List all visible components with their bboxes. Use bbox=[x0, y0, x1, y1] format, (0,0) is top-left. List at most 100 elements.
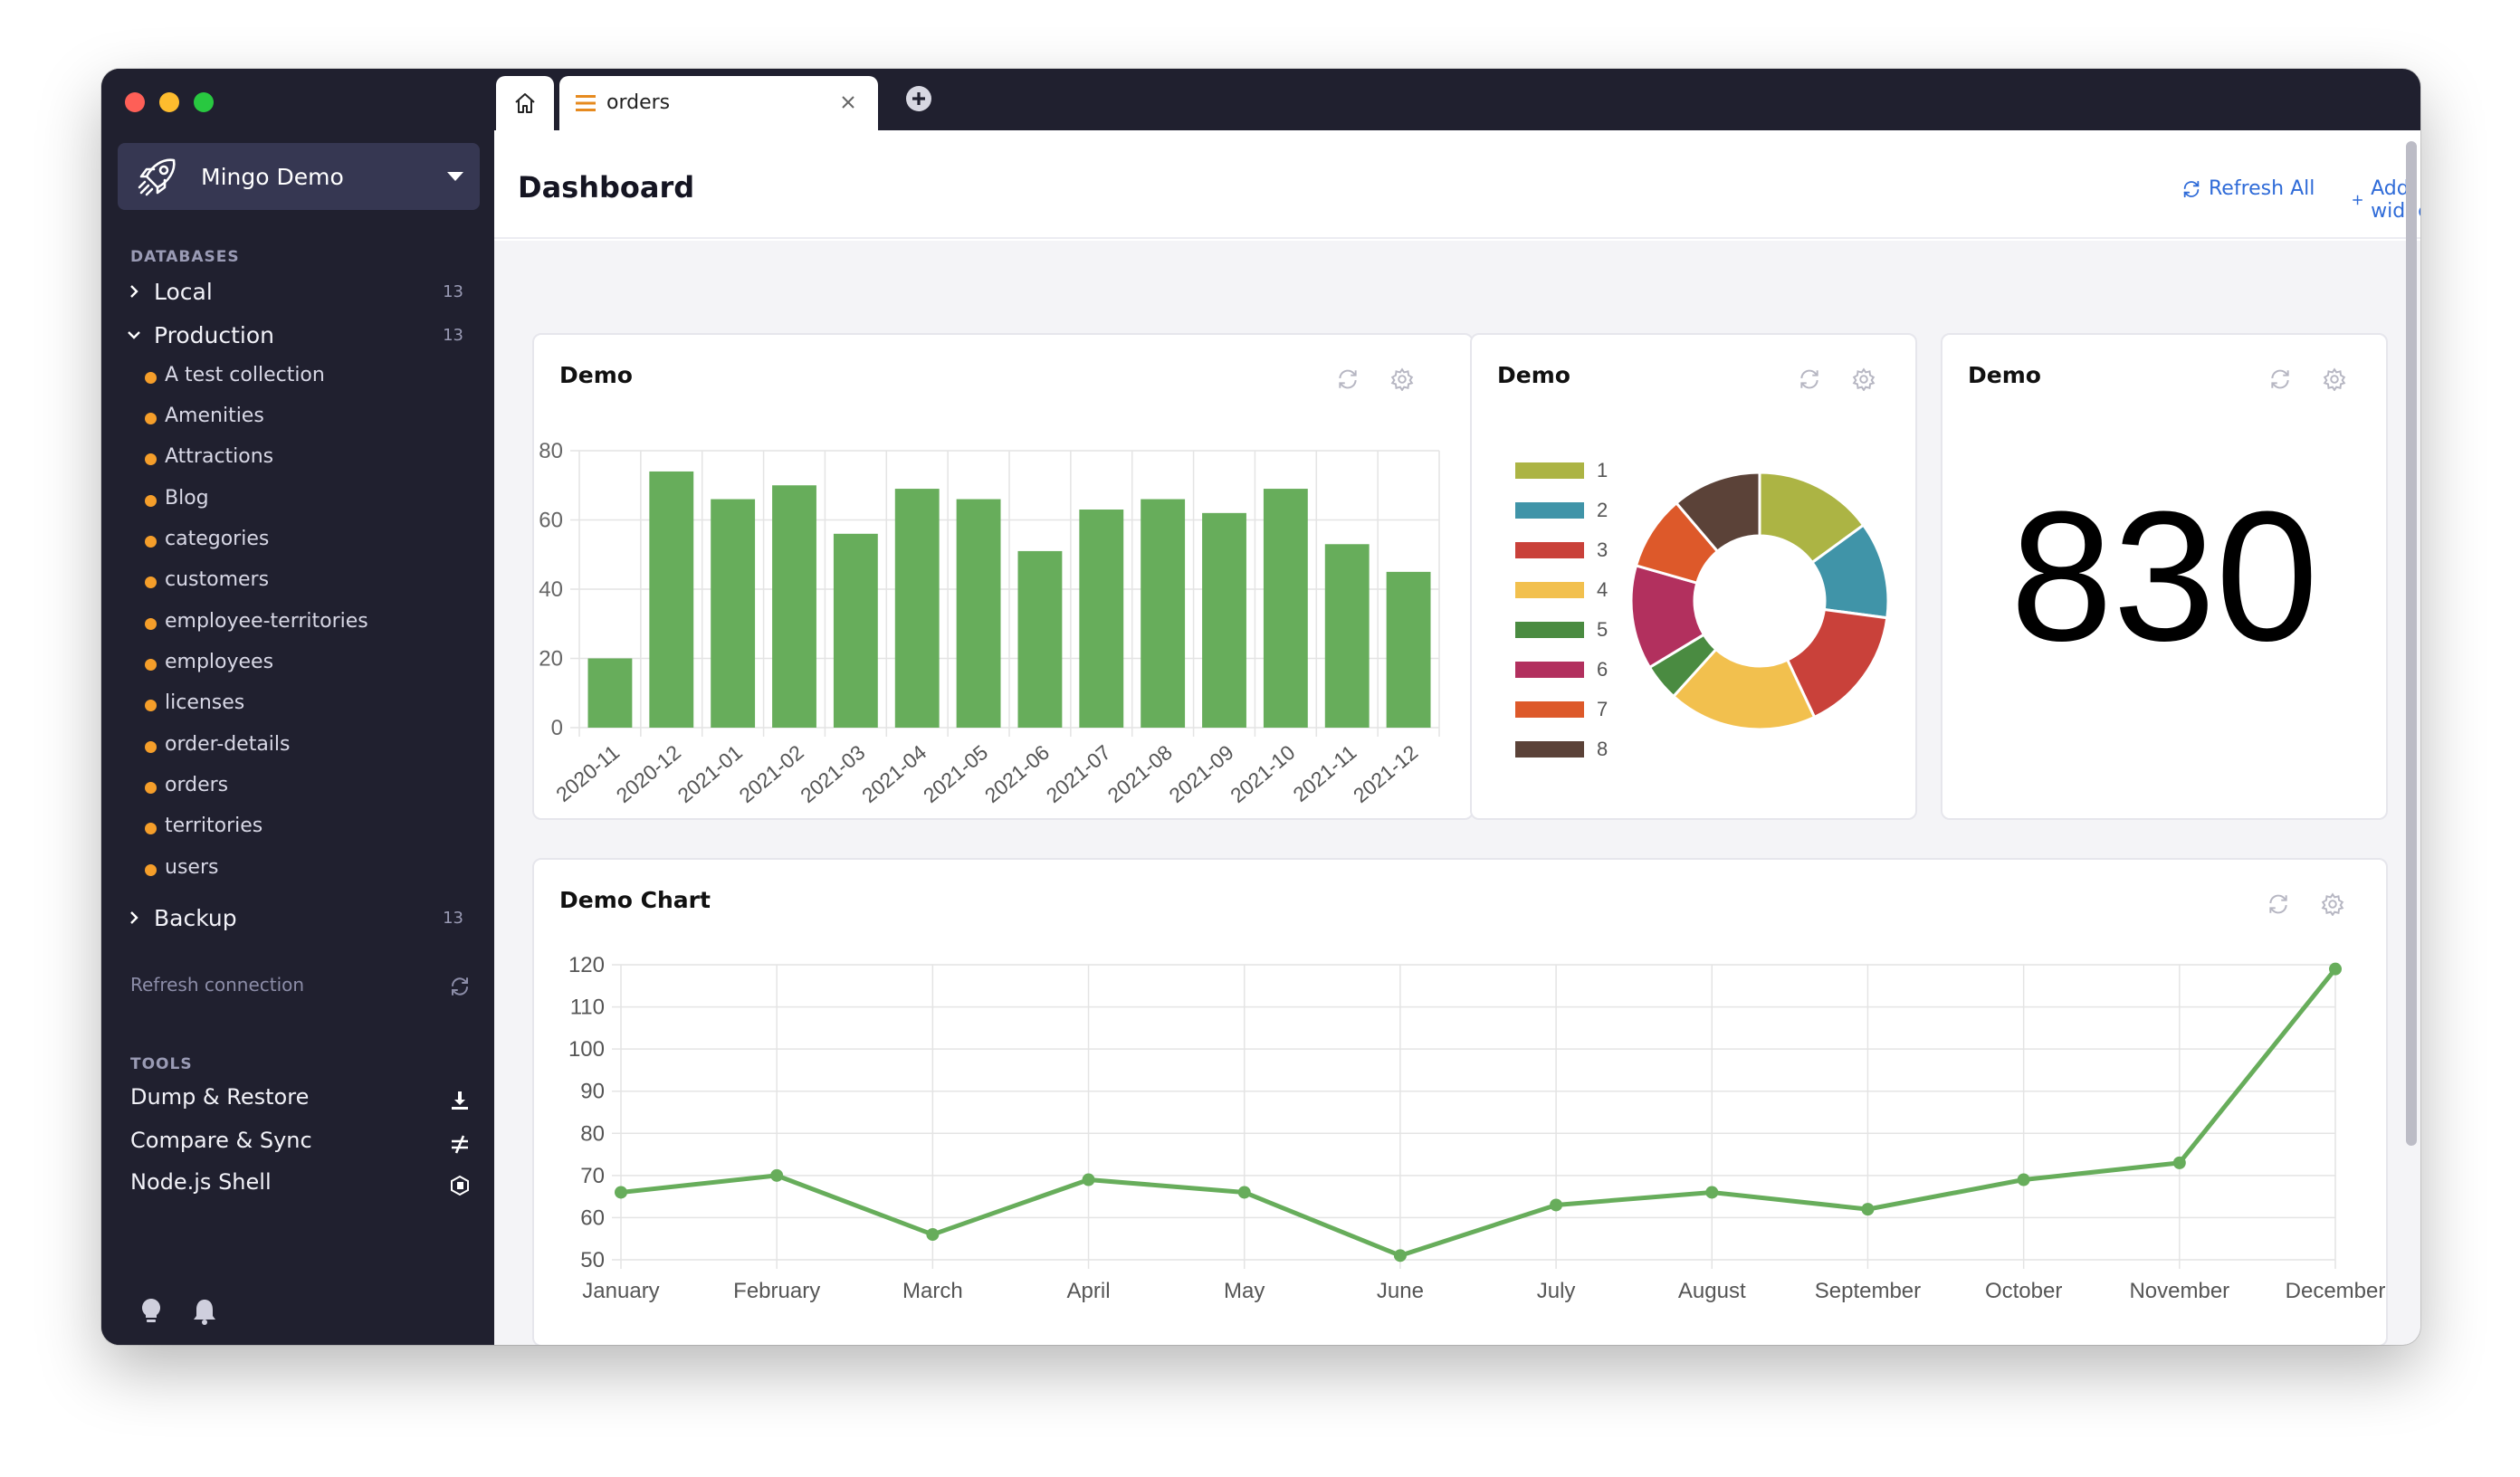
tool-dump-restore[interactable]: Dump & Restore bbox=[130, 1084, 471, 1120]
collection-item[interactable]: customers bbox=[101, 563, 494, 599]
collection-item[interactable]: users bbox=[101, 851, 494, 887]
bar bbox=[1202, 512, 1246, 728]
y-tick-label: 70 bbox=[580, 1164, 605, 1188]
database-item-backup[interactable]: Backup 13 bbox=[101, 900, 494, 936]
x-tick-label: October bbox=[1985, 1279, 2062, 1303]
collection-item[interactable]: employees bbox=[101, 645, 494, 681]
collection-label: employee-territories bbox=[165, 610, 368, 633]
data-point bbox=[1861, 1203, 1875, 1216]
minimize-window-button[interactable] bbox=[159, 92, 179, 112]
collection-item[interactable]: A test collection bbox=[101, 358, 494, 395]
y-tick-label: 100 bbox=[568, 1037, 605, 1062]
collection-item[interactable]: categories bbox=[101, 522, 494, 558]
collection-item[interactable]: licenses bbox=[101, 686, 494, 722]
legend-item[interactable]: 4 bbox=[1515, 570, 1608, 610]
refresh-icon[interactable] bbox=[2268, 367, 2292, 391]
refresh-connection-button[interactable]: Refresh connection bbox=[130, 974, 471, 1006]
legend-item[interactable]: 8 bbox=[1515, 729, 1608, 769]
data-point bbox=[1082, 1173, 1095, 1186]
series-line bbox=[620, 967, 2337, 1258]
collection-count: 13 bbox=[443, 281, 463, 301]
gear-icon[interactable] bbox=[2323, 367, 2346, 391]
collection-item[interactable]: order-details bbox=[101, 728, 494, 764]
collection-item[interactable]: Blog bbox=[101, 481, 494, 518]
legend-item[interactable]: 5 bbox=[1515, 610, 1608, 650]
collection-item[interactable]: employee-territories bbox=[101, 605, 494, 641]
refresh-icon[interactable] bbox=[2267, 892, 2290, 916]
donut-slice bbox=[1674, 471, 1761, 554]
y-tick-label: 0 bbox=[551, 716, 563, 740]
page-header: Dashboard Refresh All Add widget bbox=[494, 130, 2420, 239]
legend-item[interactable]: 6 bbox=[1515, 650, 1608, 690]
tool-nodejs-shell[interactable]: Node.js Shell bbox=[130, 1169, 471, 1205]
widget-actions bbox=[1798, 367, 1876, 391]
bar bbox=[1079, 510, 1124, 728]
collection-dot bbox=[145, 864, 157, 876]
legend-item[interactable]: 2 bbox=[1515, 491, 1608, 530]
scrollbar[interactable] bbox=[2406, 141, 2417, 1146]
y-tick-label: 20 bbox=[539, 647, 563, 672]
data-point bbox=[926, 1228, 940, 1242]
add-tab-icon[interactable] bbox=[905, 85, 932, 112]
x-tick-label: 2021-05 bbox=[919, 740, 992, 807]
x-tick-label: 2021-07 bbox=[1042, 740, 1115, 807]
data-point bbox=[2172, 1156, 2186, 1169]
widget-number: Demo 830 bbox=[1941, 333, 2388, 820]
tool-label: Dump & Restore bbox=[130, 1084, 310, 1110]
tool-compare-sync[interactable]: Compare & Sync bbox=[130, 1128, 471, 1164]
collection-label: Blog bbox=[165, 487, 209, 510]
legend-item[interactable]: 7 bbox=[1515, 690, 1608, 729]
legend-label: 6 bbox=[1597, 658, 1608, 681]
bar bbox=[1386, 571, 1431, 728]
nodejs-icon bbox=[451, 1175, 469, 1196]
y-tick-label: 60 bbox=[580, 1205, 605, 1230]
gear-icon[interactable] bbox=[1852, 367, 1876, 391]
collection-label: users bbox=[165, 856, 219, 879]
x-tick-label: November bbox=[2129, 1279, 2229, 1303]
bar bbox=[1324, 544, 1370, 728]
connection-selector[interactable]: Mingo Demo bbox=[118, 143, 480, 210]
collection-item[interactable]: Amenities bbox=[101, 399, 494, 435]
x-tick-label: 2021-10 bbox=[1226, 740, 1299, 807]
y-tick-label: 40 bbox=[539, 577, 563, 602]
bar bbox=[711, 499, 756, 728]
widget-line-chart: Demo Chart 50 60 70 80 90 100 110 120 January Feb… bbox=[532, 858, 2388, 1345]
legend-item[interactable]: 1 bbox=[1515, 451, 1608, 491]
tab-orders[interactable]: orders bbox=[559, 76, 878, 130]
collection-item[interactable]: Attractions bbox=[101, 440, 494, 476]
download-icon bbox=[452, 1091, 468, 1110]
chevron-right-icon bbox=[130, 911, 138, 924]
gear-icon[interactable] bbox=[2321, 892, 2344, 916]
data-point bbox=[1550, 1198, 1563, 1212]
widget-number-value: 830 bbox=[2009, 473, 2319, 680]
collection-item[interactable]: territories bbox=[101, 809, 494, 845]
collection-dot bbox=[145, 700, 157, 711]
collection-count: 13 bbox=[443, 325, 463, 345]
menu-icon bbox=[576, 95, 596, 111]
gear-icon[interactable] bbox=[1390, 367, 1414, 391]
collection-dot bbox=[145, 453, 157, 465]
tab-home[interactable] bbox=[496, 76, 554, 130]
dashboard-content: Demo 0 20 40 60 80 2020-11 2020-12 2021-01 2021-… bbox=[494, 241, 2420, 1345]
lightbulb-icon[interactable] bbox=[139, 1298, 163, 1325]
bell-icon[interactable] bbox=[192, 1298, 217, 1325]
database-item-production[interactable]: Production 13 bbox=[101, 317, 494, 353]
bar bbox=[587, 658, 633, 728]
collection-count: 13 bbox=[443, 908, 463, 928]
rocket-icon bbox=[138, 158, 176, 196]
database-item-local[interactable]: Local 13 bbox=[101, 273, 494, 310]
collection-dot bbox=[145, 536, 157, 548]
refresh-all-button[interactable]: Refresh All bbox=[2181, 177, 2315, 200]
close-window-button[interactable] bbox=[125, 92, 145, 112]
refresh-icon[interactable] bbox=[1798, 367, 1821, 391]
legend-item[interactable]: 3 bbox=[1515, 530, 1608, 570]
y-tick-label: 50 bbox=[580, 1248, 605, 1272]
close-icon[interactable] bbox=[838, 92, 858, 112]
bar bbox=[833, 533, 878, 728]
bar bbox=[1141, 499, 1186, 728]
maximize-window-button[interactable] bbox=[194, 92, 214, 112]
database-label: Backup bbox=[154, 904, 237, 931]
collection-item[interactable]: orders bbox=[101, 768, 494, 805]
refresh-icon[interactable] bbox=[1336, 367, 1360, 391]
data-point bbox=[770, 1168, 784, 1182]
